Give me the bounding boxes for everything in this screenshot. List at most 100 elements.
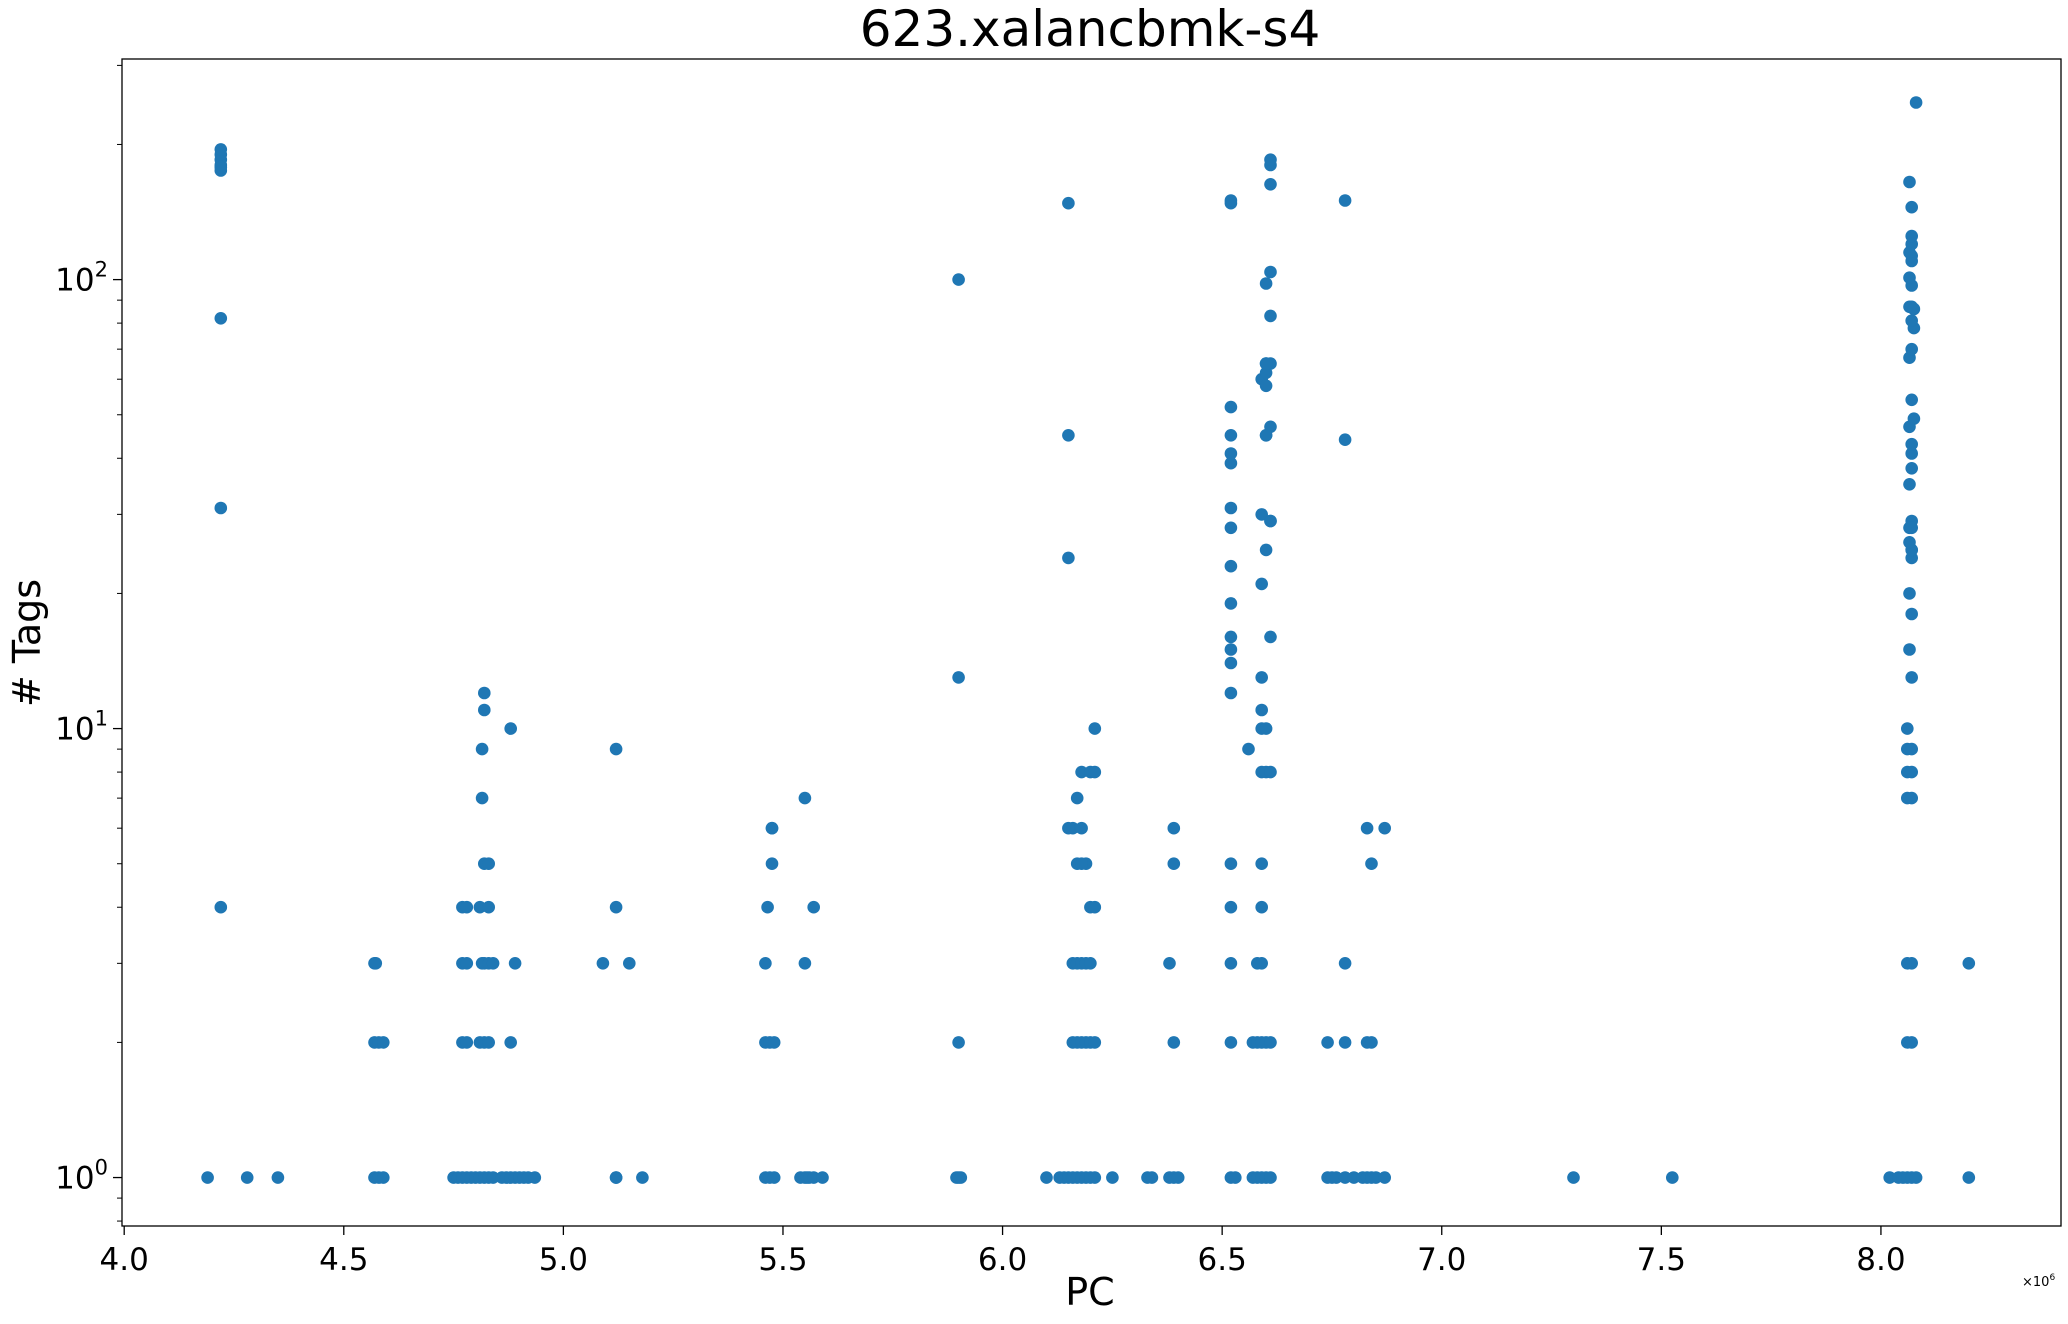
data-point [1905, 437, 1918, 451]
data-point [1088, 1036, 1102, 1049]
data-point [1909, 1171, 1923, 1184]
data-point [1171, 1171, 1185, 1184]
data-point [1264, 630, 1277, 644]
data-point [460, 900, 474, 914]
data-point [1088, 900, 1102, 914]
data-point [1255, 957, 1268, 970]
data-point [377, 1036, 390, 1049]
data-point [1255, 577, 1268, 591]
data-point [609, 742, 623, 756]
data-point [1905, 447, 1918, 460]
data-point [1224, 400, 1238, 414]
data-point [1905, 791, 1918, 805]
data-point [478, 703, 491, 717]
data-point [765, 857, 779, 870]
data-point [1224, 194, 1238, 207]
data-point [1224, 559, 1238, 573]
data-point [1229, 1171, 1242, 1184]
data-point [1905, 200, 1918, 214]
data-point [1255, 671, 1268, 684]
data-point [1264, 514, 1277, 528]
data-point [460, 957, 474, 970]
data-point [1962, 957, 1976, 970]
data-point [1255, 900, 1268, 914]
data-point [807, 900, 820, 914]
x-tick-label: 4.0 [100, 1242, 149, 1278]
data-point [1905, 229, 1918, 243]
data-point [807, 1171, 820, 1184]
data-point [1264, 765, 1277, 779]
data-point [214, 160, 228, 174]
data-point [954, 1171, 968, 1184]
data-point [952, 671, 965, 684]
data-point [816, 1171, 829, 1184]
y-axis-label: # Tags [5, 579, 49, 707]
data-point [1224, 686, 1238, 700]
data-point [1905, 957, 1918, 970]
data-point [1338, 1036, 1352, 1049]
data-point [767, 1036, 781, 1049]
data-point [1883, 1171, 1896, 1184]
data-point [1224, 1036, 1238, 1049]
data-point [475, 791, 489, 805]
data-point [214, 900, 228, 914]
data-point [1224, 630, 1238, 644]
data-point [1062, 551, 1075, 565]
data-point [1259, 379, 1273, 393]
data-point [1264, 153, 1277, 166]
data-point [1378, 821, 1391, 835]
data-point [1224, 900, 1238, 914]
data-point [1365, 857, 1378, 870]
data-point [1369, 1171, 1383, 1184]
data-point [1567, 1171, 1580, 1184]
data-point [1259, 722, 1273, 735]
data-point [1903, 536, 1916, 549]
data-point [609, 1171, 623, 1184]
data-point [1264, 309, 1277, 323]
data-point [1163, 957, 1176, 970]
data-point [271, 1171, 285, 1184]
data-point [1360, 821, 1374, 835]
data-point [1167, 821, 1181, 835]
data-point [475, 742, 489, 756]
data-point [504, 722, 517, 735]
data-point [1224, 521, 1238, 535]
data-point [1905, 765, 1918, 779]
x-axis-label: PC [1065, 1270, 1114, 1314]
data-point [1259, 357, 1273, 370]
data-point [1905, 393, 1918, 407]
data-point [1062, 429, 1075, 442]
data-point [1224, 643, 1238, 656]
data-point [1905, 671, 1918, 684]
data-point [1905, 742, 1918, 756]
data-point [1338, 433, 1352, 447]
x-axis-ticks: 4.0 4.5 5.0 5.5 6.0 6.5 7.0 7.5 8.0 [100, 1226, 1906, 1278]
data-point [765, 821, 779, 835]
data-point [1901, 722, 1914, 735]
data-point [1365, 1036, 1378, 1049]
data-point [1962, 1171, 1976, 1184]
data-point [1224, 656, 1238, 670]
x-tick-label: 5.0 [539, 1242, 588, 1278]
data-point [1905, 607, 1918, 621]
data-point [1903, 175, 1916, 189]
data-point [377, 1171, 390, 1184]
scatter-points [201, 96, 1976, 1184]
y-tick-label: 102 [55, 258, 108, 299]
data-point [1259, 429, 1273, 442]
data-point [1264, 265, 1277, 279]
data-point [1903, 587, 1916, 600]
data-point [1905, 342, 1918, 356]
x-tick-label: 7.5 [1637, 1242, 1686, 1278]
data-point [478, 686, 491, 700]
data-point [1905, 462, 1918, 475]
data-point [1347, 1171, 1361, 1184]
data-point [1062, 821, 1075, 835]
data-point [1378, 1171, 1391, 1184]
data-point [952, 273, 965, 286]
plot-frame [121, 58, 2062, 1227]
data-point [952, 1036, 965, 1049]
data-point [767, 1171, 781, 1184]
